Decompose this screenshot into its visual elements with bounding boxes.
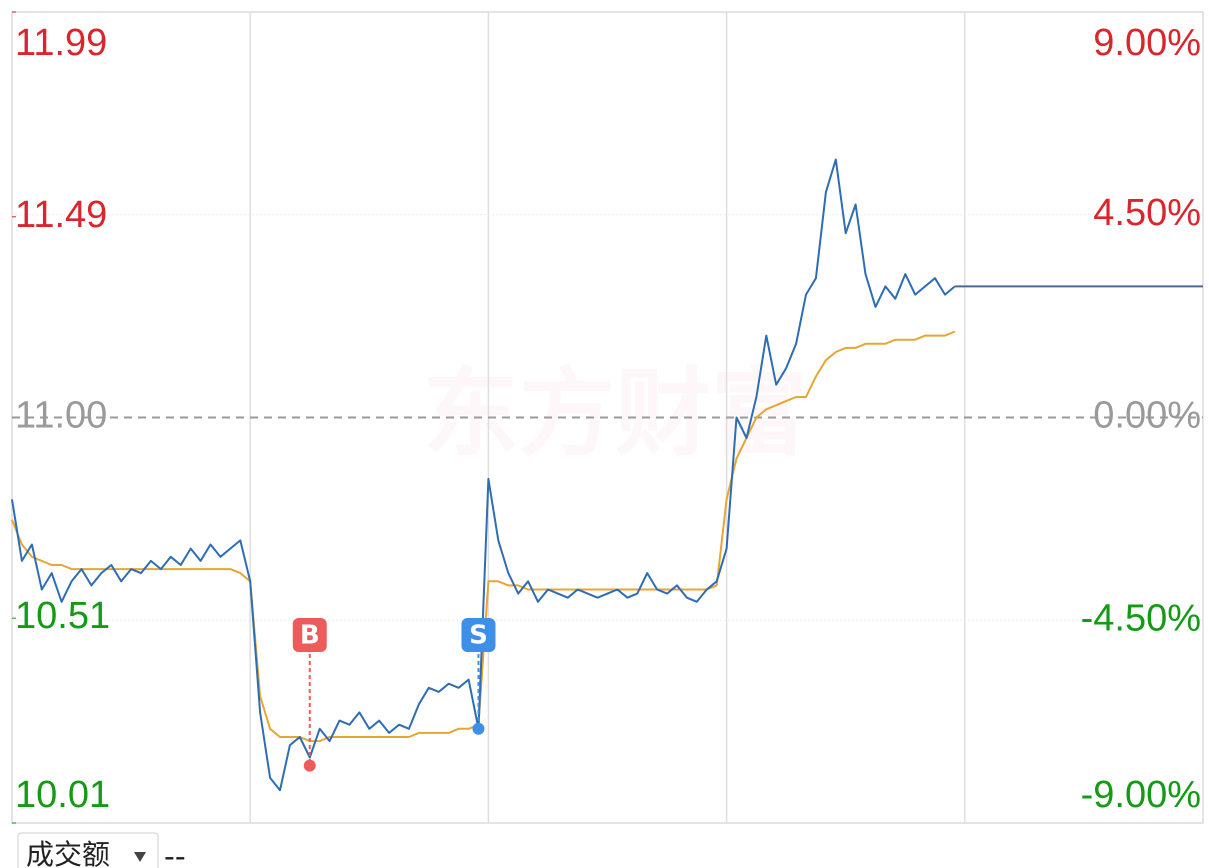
y-tick-label: 10.51 [15,595,110,637]
watermark: 东方财富 [423,357,807,469]
y-tick-label: 11.49 [15,194,107,236]
y-tick-label: 11.00 [15,395,107,437]
trade-marker [303,759,316,772]
y2-tick-label: -9.00% [1081,774,1201,816]
y2-tick-label: 4.50% [1093,192,1201,234]
price-line [11,330,956,743]
indicator-selector[interactable] [17,832,159,868]
y2-tick-label: 9.00% [1093,22,1201,64]
trade-marker [472,722,485,735]
y2-tick-label: 0.00% [1093,395,1201,437]
price-line [11,158,956,792]
indicator-label[interactable]: 成交额 [26,838,110,868]
y-tick-label: 10.01 [15,774,110,816]
dropdown-arrow[interactable] [134,852,146,862]
marker-label: B [300,621,320,651]
y2-tick-label: -4.50% [1081,597,1201,639]
indicator-value: -- [164,840,186,868]
marker-badge [461,618,496,652]
marker-badge [292,618,327,652]
marker-label: S [469,621,488,651]
y-tick-label: 11.99 [15,22,107,64]
